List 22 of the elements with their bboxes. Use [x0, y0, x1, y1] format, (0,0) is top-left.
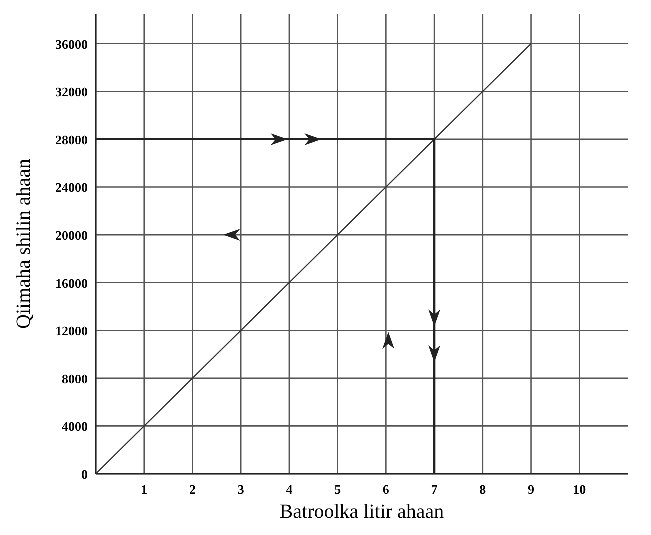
x-tick-label: 1	[141, 482, 148, 497]
x-tick-label: 3	[238, 482, 245, 497]
x-tick-label: 9	[528, 482, 536, 497]
x-axis-title: Batroolka litir ahaan	[280, 501, 444, 523]
y-tick-label: 16000	[56, 276, 88, 291]
y-tick-label: 36000	[56, 36, 88, 52]
y-tick-label: 12000	[56, 324, 88, 339]
x-tick-label: 4	[286, 482, 294, 497]
y-tick-label: 4000	[62, 419, 88, 434]
y-axis-title: Qiimaha shilin ahaan	[13, 159, 35, 329]
y-tick-label: 20000	[56, 228, 88, 244]
y-tick-label: 0	[82, 467, 88, 482]
x-tick-label: 2	[189, 482, 196, 497]
y-tick-label: 8000	[62, 371, 88, 386]
y-tick-label: 32000	[56, 84, 88, 100]
x-tick-label: 10	[573, 482, 586, 497]
x-tick-label: 7	[431, 482, 438, 497]
y-tick-label: 24000	[56, 180, 88, 196]
x-tick-label: 5	[334, 482, 342, 497]
y-tick-label: 28000	[56, 132, 88, 148]
x-tick-label: 8	[480, 482, 487, 497]
x-tick-label: 6	[382, 482, 390, 497]
